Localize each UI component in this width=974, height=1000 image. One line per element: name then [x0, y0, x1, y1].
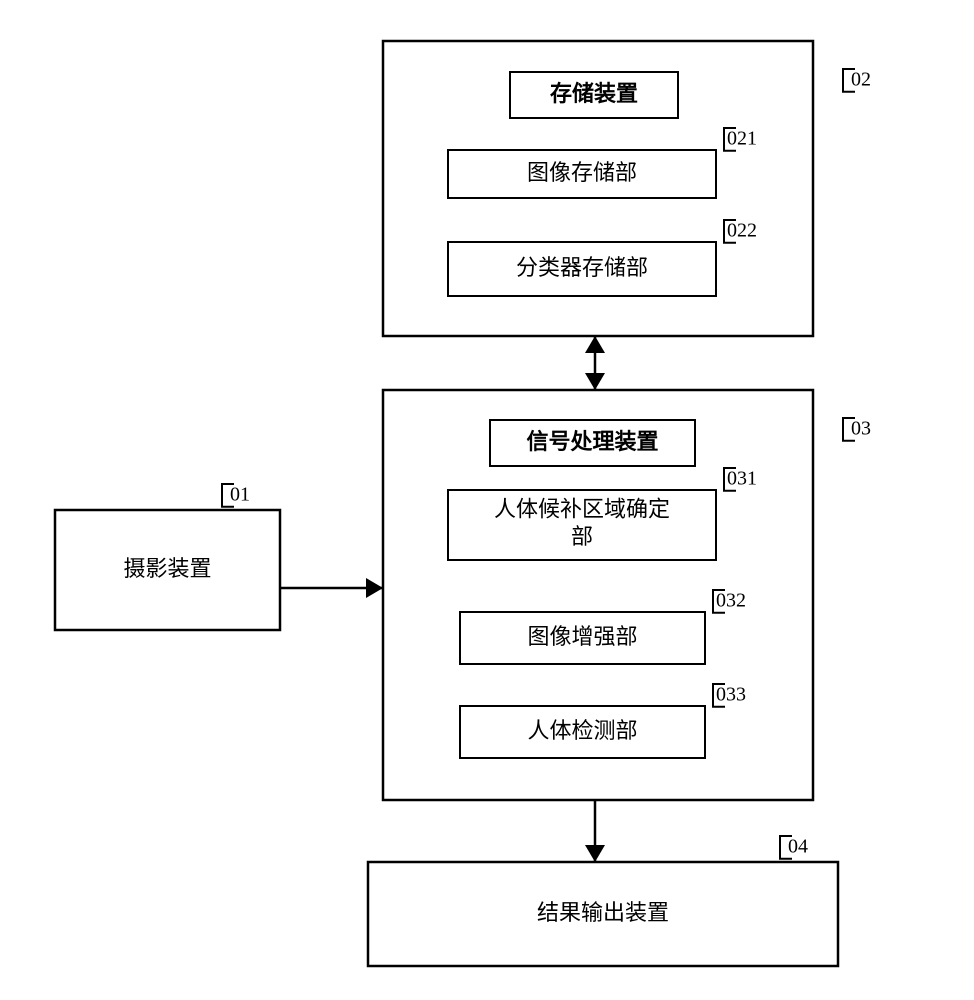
ref-detect: 033 [716, 684, 746, 706]
node-label: 结果输出装置 [537, 900, 669, 925]
ref-output: 04 [788, 836, 808, 858]
node-label: 部 [571, 524, 593, 549]
ref-proc: 03 [851, 418, 871, 440]
node-label: 存储装置 [550, 81, 638, 106]
node-label: 图像增强部 [527, 624, 637, 649]
ref-candidate: 031 [727, 468, 757, 490]
node-detect: 人体检测部 [460, 706, 705, 758]
node-image-store: 图像存储部 [448, 150, 716, 198]
node-label: 图像存储部 [527, 160, 637, 185]
node-label: 信号处理装置 [526, 429, 658, 454]
node-label: 人体候补区域确定 [494, 496, 670, 521]
ref-camera: 01 [230, 484, 250, 506]
node-storage-title: 存储装置 [510, 72, 678, 118]
node-enhance: 图像增强部 [460, 612, 705, 664]
ref-storage: 02 [851, 69, 871, 91]
node-output: 结果输出装置 [368, 862, 838, 966]
node-classifier-store: 分类器存储部 [448, 242, 716, 296]
ref-image-store: 021 [727, 128, 757, 150]
node-candidate: 人体候补区域确定部 [448, 490, 716, 560]
node-camera: 摄影装置 [55, 510, 280, 630]
node-label: 摄影装置 [123, 556, 211, 581]
ref-enhance: 032 [716, 590, 746, 612]
ref-classifier-store: 022 [727, 220, 757, 242]
node-label: 人体检测部 [527, 718, 637, 743]
node-label: 分类器存储部 [516, 255, 648, 280]
node-proc-title: 信号处理装置 [490, 420, 695, 466]
